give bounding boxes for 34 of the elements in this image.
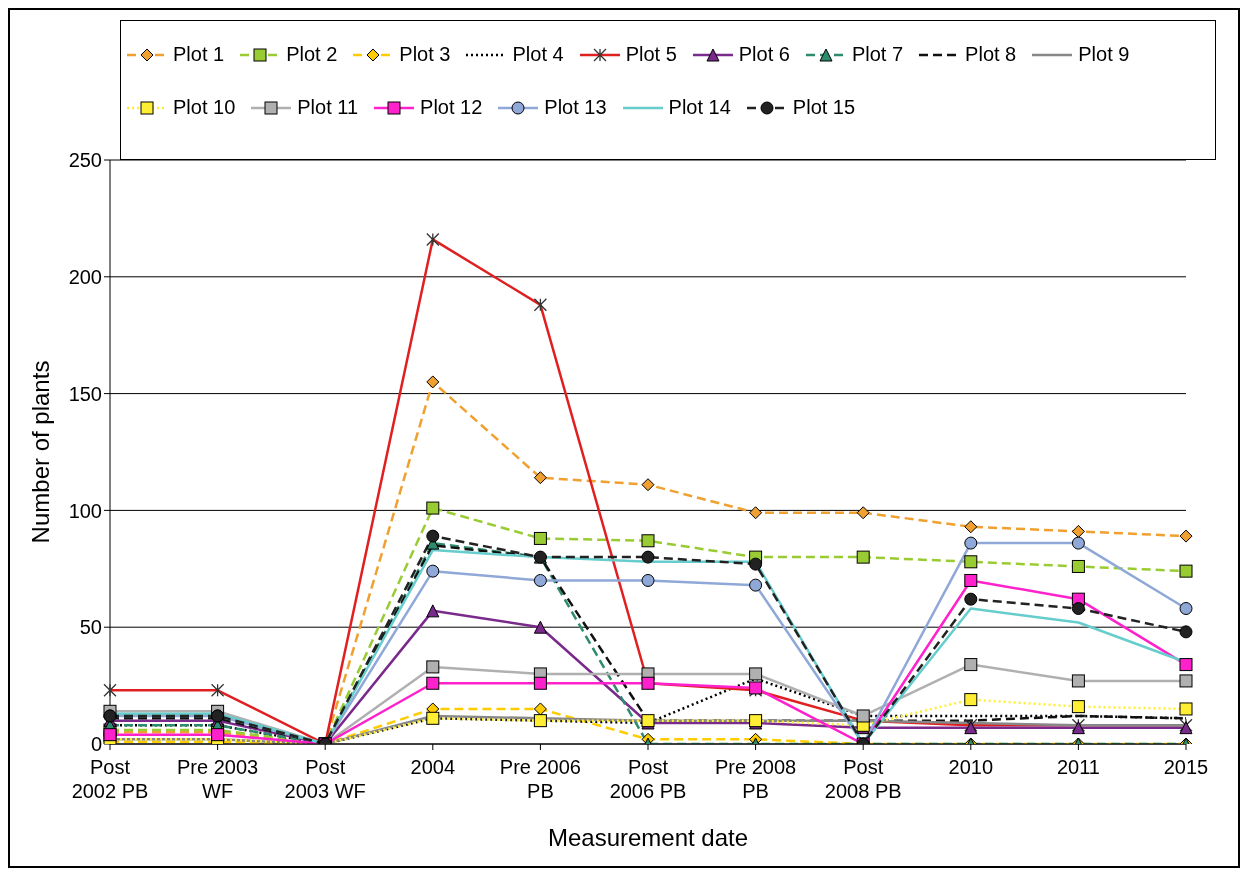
x-tick-label: Post 2006 PB [609,756,687,802]
x-tick-label: 2004 [410,756,456,778]
y-tick-label: 50 [79,616,102,639]
x-axis-title: Measurement date [547,824,749,851]
x-tick-label: Pre 2003 WF [177,756,259,802]
legend-label: Plot 12 [420,96,483,119]
x-tick-label: 2011 [1056,756,1100,778]
legend-label: Plot 13 [544,96,607,119]
x-tick-label: 2010 [948,756,994,778]
y-axis-title: Number of plants [26,360,54,544]
legend-label: Plot 8 [965,43,1017,66]
x-tick-label: Pre 2006 PB [499,756,581,802]
legend-label: Plot 5 [625,43,677,66]
x-tick-label: Post 2008 PB [824,756,902,802]
x-tick-label: 2015 [1163,756,1209,778]
y-tick-label: 200 [68,265,102,288]
legend-label: Plot 4 [512,43,564,66]
y-tick-label: 100 [68,499,102,522]
legend-label: Plot 3 [399,43,451,66]
x-tick-label: Post 2003 WF [284,756,366,802]
legend-label: Plot 15 [792,96,856,119]
y-tick-label: 250 [68,149,102,172]
legend-label: Plot 11 [297,96,359,119]
legend-label: Plot 7 [851,43,904,66]
y-tick-label: 0 [90,733,102,756]
legend-label: Plot 9 [1078,43,1130,66]
legend-label: Plot 6 [738,43,790,66]
legend-label: Plot 2 [286,43,338,66]
legend-label: Plot 14 [668,96,731,119]
x-tick-label: Pre 2008 PB [715,756,797,802]
legend-label: Plot 10 [173,96,236,119]
x-tick-label: Post 2002 PB [71,756,149,802]
y-tick-label: 150 [68,382,102,405]
legend-label: Plot 1 [173,43,225,66]
